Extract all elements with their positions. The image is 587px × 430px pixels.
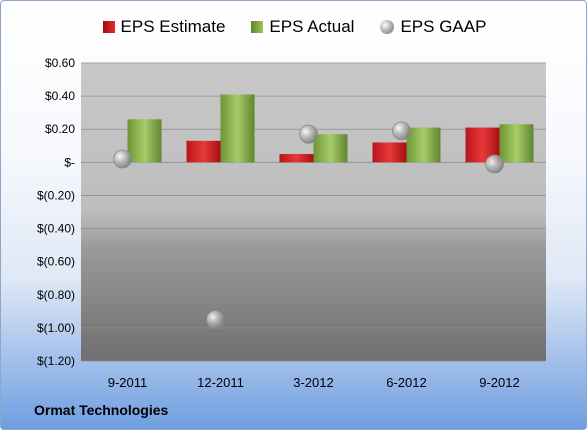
plot-area	[81, 63, 546, 361]
bar-eps-actual	[313, 134, 348, 163]
y-tick-label: $-	[64, 155, 75, 169]
legend-item-estimate: EPS Estimate	[102, 17, 226, 37]
y-tick-label: $(0.20)	[37, 188, 75, 202]
point-eps-gaap	[113, 149, 132, 169]
y-tick-label: $(1.20)	[37, 354, 75, 368]
bar-eps-estimate	[279, 154, 314, 163]
actual-swatch-icon	[251, 21, 264, 33]
y-tick-label: $0.60	[45, 56, 75, 70]
legend-label-estimate: EPS Estimate	[120, 17, 226, 36]
x-tick-label: 12-2011	[197, 375, 244, 390]
gaap-points	[113, 121, 504, 330]
x-tick-label: 3-2012	[293, 375, 333, 390]
y-tick-label: $(1.00)	[37, 321, 75, 335]
point-eps-gaap	[299, 124, 318, 144]
legend-item-gaap: EPS GAAP	[380, 17, 486, 37]
bar-eps-actual	[127, 119, 162, 163]
bar-eps-actual	[406, 127, 441, 163]
y-tick-label: $(0.40)	[37, 222, 75, 236]
x-tick-label: 9-2012	[479, 375, 519, 390]
x-axis-ticks: 9-2011 12-2011 3-2012 6-2012 9-2012	[108, 375, 520, 390]
legend: EPS Estimate EPS Actual EPS GAAP	[1, 17, 586, 37]
y-tick-label: $(0.60)	[37, 255, 75, 269]
legend-label-actual: EPS Actual	[269, 17, 355, 36]
bars	[127, 94, 534, 163]
x-tick-label: 6-2012	[386, 375, 426, 390]
bar-eps-estimate	[372, 142, 407, 163]
point-eps-gaap	[206, 310, 225, 330]
x-tick-label: 9-2011	[108, 375, 148, 390]
bar-eps-estimate	[186, 140, 221, 163]
estimate-swatch-icon	[102, 21, 115, 33]
bar-eps-actual	[499, 124, 534, 163]
y-tick-label: $(0.80)	[37, 288, 75, 302]
gaap-marker-icon	[380, 20, 395, 34]
legend-item-actual: EPS Actual	[251, 17, 354, 37]
legend-label-gaap: EPS GAAP	[400, 17, 487, 36]
point-eps-gaap	[392, 121, 411, 141]
y-tick-label: $0.40	[45, 89, 75, 103]
y-tick-label: $0.20	[45, 122, 75, 136]
y-axis-ticks: $0.60 $0.40 $0.20 $- $(0.20) $(0.40) $(0.60) $(…	[37, 56, 75, 368]
bar-eps-actual	[220, 94, 255, 163]
point-eps-gaap	[485, 154, 504, 174]
company-name: Ormat Technologies	[34, 402, 169, 418]
